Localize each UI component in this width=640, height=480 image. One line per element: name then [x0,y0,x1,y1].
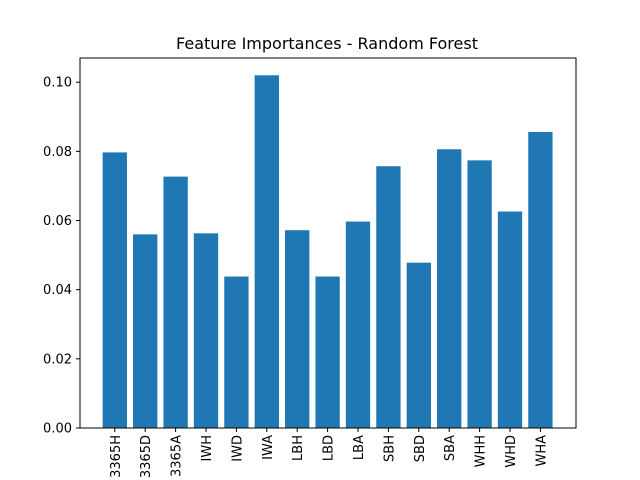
bar-3365d [133,234,158,428]
plot-frame [79,57,577,429]
x-tick-label: SBA [443,435,458,461]
bar-lbd [315,276,340,428]
x-tick-label: SBD [413,435,428,462]
bar-iwa [254,75,279,428]
y-tick-label: 0.02 [43,352,72,367]
x-tick-label: 3365D [139,435,154,478]
x-axis: 3365H 3365D 3365A IWH IWD IWA LBH LBD LBA SBH SBD S… [109,428,549,478]
x-tick-label: SBH [382,435,397,462]
chart-title: Feature Importances - Random Forest [176,34,478,53]
x-tick-label: IWH [200,435,215,461]
bar-lba [345,221,371,428]
x-tick-label: LBD [322,435,337,461]
bar-whh [467,160,492,429]
x-tick-label: WHD [504,435,519,468]
y-axis: 0.00 0.02 0.04 0.06 0.08 0.10 [43,76,80,437]
y-tick-label: 0.04 [43,283,72,298]
x-tick-label: 3365H [109,435,124,478]
x-tick-label: LBA [352,435,367,460]
y-tick-label: 0.00 [43,422,72,437]
x-tick-label: WHA [534,435,549,467]
bar-3365a [163,176,188,428]
bar-whd [497,211,523,428]
x-tick-label: 3365A [170,435,185,477]
bar-sba [437,149,462,429]
x-tick-label: IWA [261,435,276,460]
y-tick-label: 0.10 [43,76,72,91]
bar-sbh [376,166,401,429]
x-tick-label: LBH [291,435,306,461]
y-tick-label: 0.06 [43,214,72,229]
bar-iwh [193,233,219,428]
x-tick-label: IWD [230,435,245,462]
x-tick-label: WHH [474,435,489,467]
bar-3365h [102,152,127,428]
bar-wha [528,132,553,428]
y-tick-label: 0.08 [43,145,72,160]
bar-lbh [285,230,310,428]
bars-group [102,75,553,429]
bar-sbd [406,262,431,428]
bar-iwd [224,276,249,428]
